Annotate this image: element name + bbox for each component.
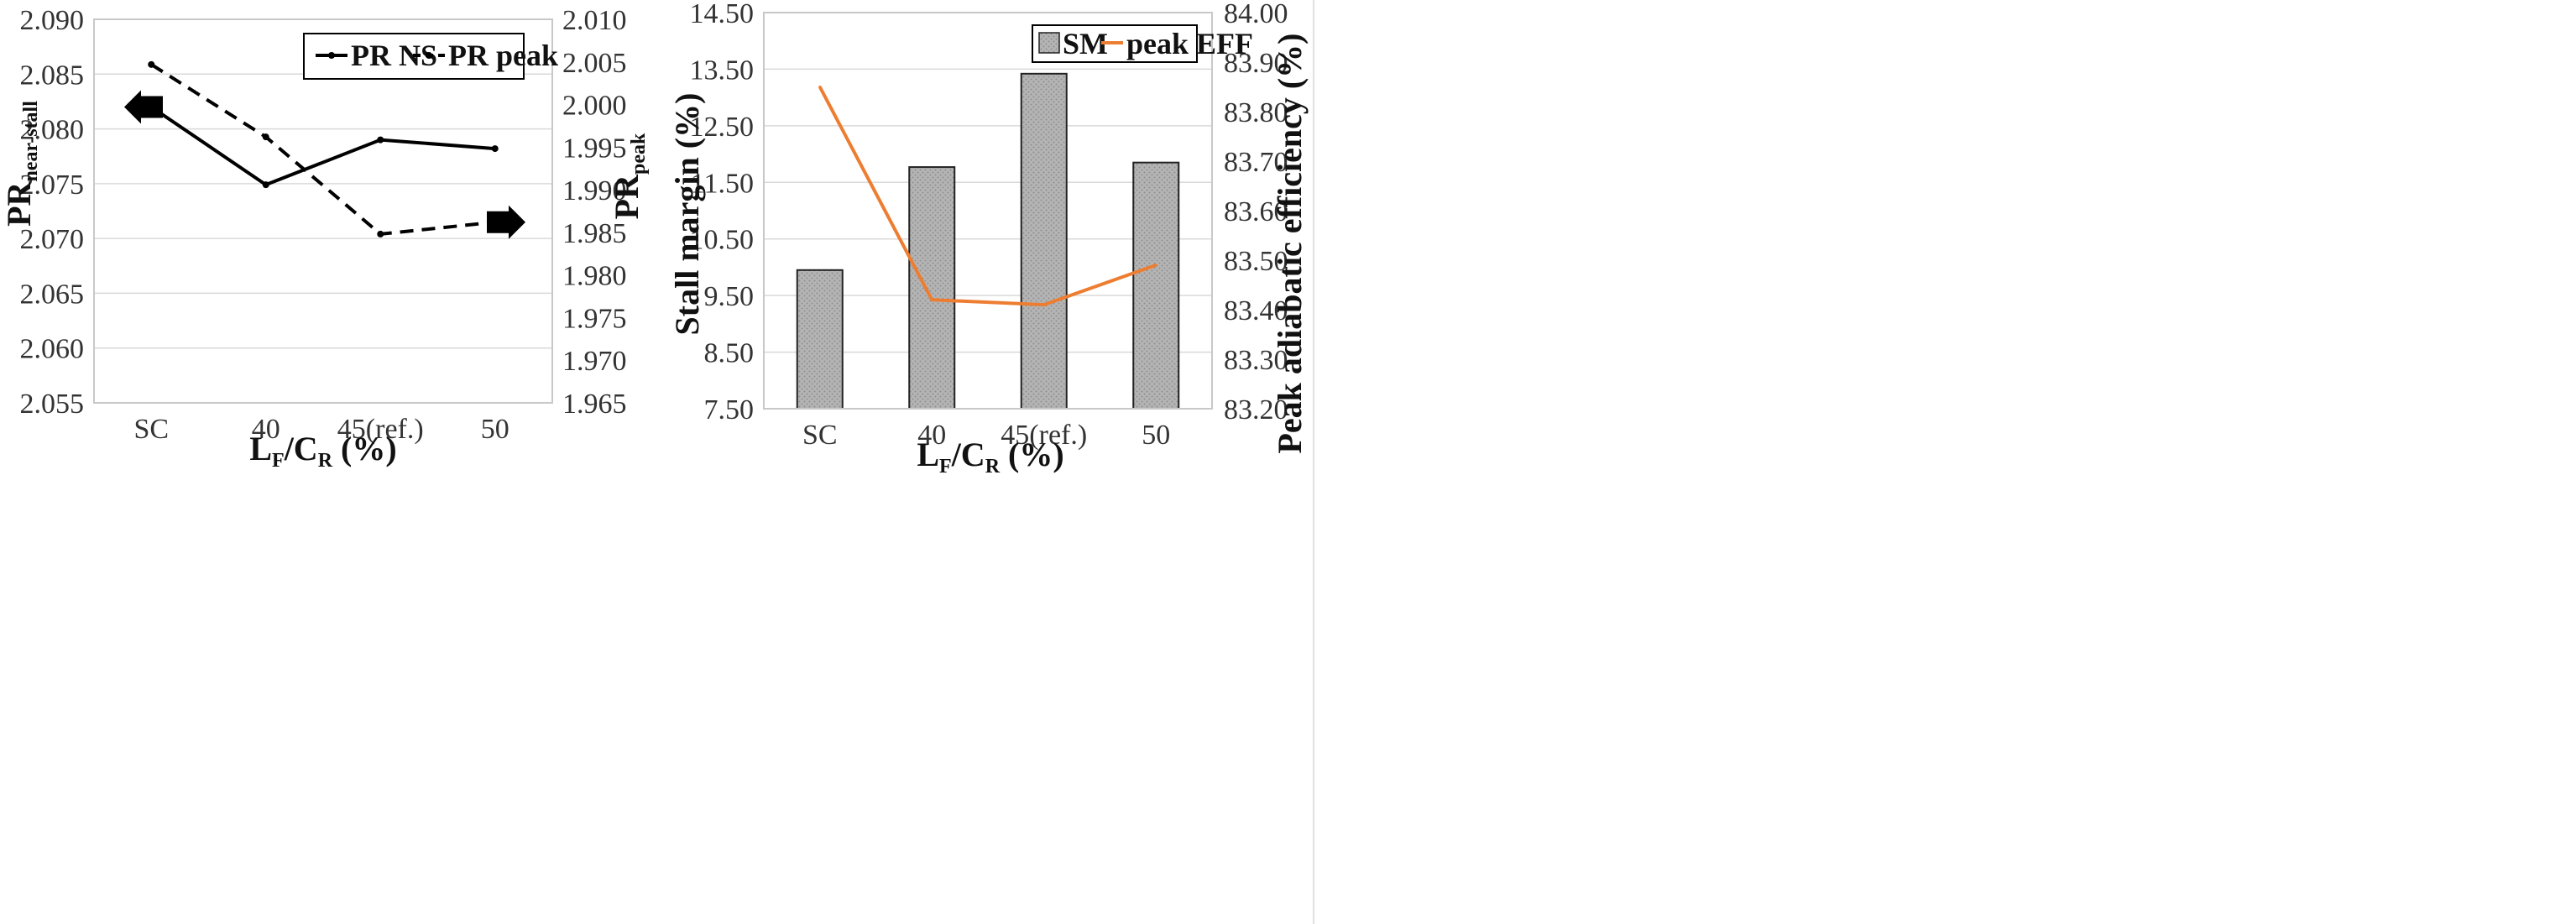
left-y-axis-title: PRnear-stall xyxy=(0,101,42,227)
right-y-tick-label: 14.50 xyxy=(690,0,755,29)
left-legend-label-pr-ns: PR NS xyxy=(351,39,437,72)
left-data-point-pr-ns xyxy=(262,181,269,189)
right-y-tick-label: 12.50 xyxy=(690,112,755,143)
left-y2-axis-title: PRpeak xyxy=(608,133,650,219)
right-y2-tick-label: 83.50 xyxy=(1224,246,1288,277)
right-bar-sm xyxy=(908,166,956,410)
right-data-point-peak-eff xyxy=(818,86,822,88)
left-y-tick-label: 2.090 xyxy=(20,5,85,36)
right-y2-tick-label: 83.20 xyxy=(1224,394,1288,425)
right-y2-tick-label: 83.30 xyxy=(1224,345,1288,376)
left-x-tick-label: 40 xyxy=(252,414,280,445)
left-y2-tick-label: 1.975 xyxy=(562,303,627,334)
left-legend-label-pr-peak: PR peak xyxy=(448,39,558,72)
left-y2-tick-label: 1.965 xyxy=(562,389,627,420)
right-y-tick-label: 13.50 xyxy=(690,55,755,86)
right-y2-tick-label: 83.80 xyxy=(1224,97,1288,128)
right-x-tick-label: 50 xyxy=(1142,420,1170,451)
right-y-tick-label: 7.50 xyxy=(704,394,755,425)
right-y-tick-label: 9.50 xyxy=(704,281,755,312)
left-y-tick-label: 2.070 xyxy=(20,224,85,255)
right-series-line-peak-eff xyxy=(818,86,1157,307)
left-y-tick-label: 2.065 xyxy=(20,279,85,310)
left-data-point-pr-ns xyxy=(491,145,499,153)
left-x-axis-title: LF/CR (%) xyxy=(249,430,396,472)
left-data-point-pr-peak xyxy=(148,60,155,68)
left-data-point-pr-peak xyxy=(262,133,269,141)
left-data-point-pr-peak xyxy=(377,230,384,238)
right-x-tick-label: 40 xyxy=(917,420,946,451)
right-y2-tick-label: 83.60 xyxy=(1224,196,1288,227)
left-y2-tick-label: 1.995 xyxy=(562,133,627,164)
left-y2-tick-label: 1.970 xyxy=(562,346,627,377)
right-legend-label-peak-eff: peak EFF xyxy=(1126,27,1253,60)
right-bar-sm xyxy=(796,269,844,410)
right-y-tick-label: 10.50 xyxy=(690,225,755,256)
left-series-line-pr-ns xyxy=(150,105,495,187)
left-y2-tick-label: 1.980 xyxy=(562,261,627,292)
right-data-point-peak-eff xyxy=(930,298,933,301)
left-legend-marker-pr-peak xyxy=(426,52,432,59)
right-x-axis-title: LF/CR (%) xyxy=(917,436,1063,478)
right-y2-tick-label: 83.70 xyxy=(1224,147,1288,178)
left-axis-arrow-icon xyxy=(124,90,163,124)
right-bar-sm xyxy=(1132,161,1180,410)
left-series-line-pr-peak xyxy=(150,63,495,236)
right-y2-tick-label: 83.90 xyxy=(1224,48,1288,79)
left-y-tick-label: 2.075 xyxy=(20,170,85,201)
left-x-tick-label: 45(ref.) xyxy=(337,414,424,445)
left-y2-tick-label: 2.000 xyxy=(562,91,627,122)
right-y-tick-label: 11.50 xyxy=(691,168,754,199)
left-data-point-pr-ns xyxy=(377,136,384,144)
left-y-tick-label: 2.080 xyxy=(20,115,85,146)
left-x-tick-label: SC xyxy=(133,414,169,445)
right-y2-tick-label: 84.00 xyxy=(1224,0,1288,29)
right-bar-sm xyxy=(1020,72,1068,410)
right-y-axis-title: Stall margin (%) xyxy=(668,93,706,336)
right-y2-axis-title: Peak adiabatic efficiency (%) xyxy=(1271,34,1309,454)
left-y2-tick-label: 2.005 xyxy=(562,48,627,79)
left-y2-tick-label: 1.990 xyxy=(562,175,627,206)
right-legend-swatch-sm xyxy=(1038,32,1060,54)
right-legend-label-sm: SM xyxy=(1063,27,1108,60)
right-x-tick-label: SC xyxy=(802,420,838,451)
left-y2-tick-label: 1.985 xyxy=(562,218,627,249)
left-plot-frame xyxy=(93,18,553,404)
right-axis-arrow-icon xyxy=(487,205,525,239)
right-x-tick-label: 45(ref.) xyxy=(1001,420,1087,451)
right-data-point-peak-eff xyxy=(1042,303,1046,306)
right-data-point-peak-eff xyxy=(1154,264,1157,267)
left-y2-tick-label: 2.010 xyxy=(562,5,627,36)
left-y-tick-label: 2.060 xyxy=(20,334,85,365)
left-legend-marker-pr-ns xyxy=(328,52,335,59)
left-y-tick-label: 2.085 xyxy=(20,60,85,91)
right-y-tick-label: 8.50 xyxy=(704,338,755,369)
left-x-tick-label: 50 xyxy=(481,414,509,445)
right-plot-frame xyxy=(763,12,1213,410)
left-y-tick-label: 2.055 xyxy=(20,389,85,420)
right-y2-tick-label: 83.40 xyxy=(1224,295,1288,326)
